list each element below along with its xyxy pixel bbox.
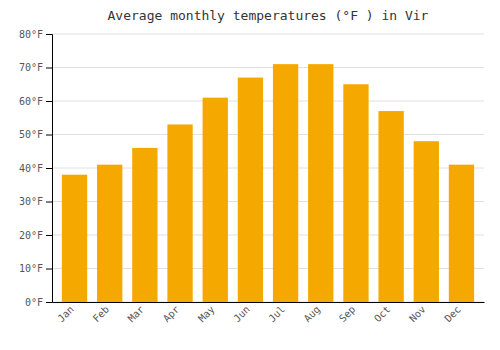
x-tick: Feb <box>91 304 112 325</box>
x-axis: Jan Feb Mar Apr May Jun Jul Aug Sep Oct Nov Dec <box>53 303 485 325</box>
bar <box>449 165 474 302</box>
bar <box>414 141 439 302</box>
y-tick-label: 70°F <box>19 62 43 73</box>
y-tick-label: 40°F <box>19 163 43 174</box>
x-tick: Mar <box>126 304 147 325</box>
y-tick-label: 80°F <box>19 29 43 40</box>
y-tick: 60°F <box>19 96 52 107</box>
bar <box>308 64 333 302</box>
x-tick: Jan <box>55 304 76 325</box>
y-tick-mark <box>46 202 52 203</box>
y-tick-mark <box>46 135 52 136</box>
y-tick-mark <box>46 269 52 270</box>
grid-line <box>52 67 484 68</box>
bar <box>378 111 403 302</box>
bar <box>62 175 87 302</box>
grid-line <box>52 134 484 135</box>
x-tick: Jul <box>266 304 287 325</box>
x-tick-label: Mar <box>126 304 147 325</box>
grid <box>52 34 484 302</box>
x-tick-label: Aug <box>302 304 323 325</box>
x-tick: Jun <box>231 304 252 325</box>
x-tick-label: Feb <box>91 304 112 325</box>
grid-line <box>52 34 484 35</box>
y-tick-label: 20°F <box>19 230 43 241</box>
x-tick-label: Oct <box>372 304 393 325</box>
y-tick-label: 30°F <box>19 196 43 207</box>
x-tick: Dec <box>442 304 463 325</box>
x-tick: Sep <box>337 304 358 325</box>
y-tick-label: 10°F <box>19 263 43 274</box>
x-tick-label: Jul <box>266 304 287 325</box>
x-tick-label: Jun <box>231 304 252 325</box>
bar <box>238 78 263 302</box>
y-tick-label: 50°F <box>19 129 43 140</box>
bar <box>273 64 298 302</box>
plot-area: 0°F 10°F 20°F 30°F 40°F 50°F 60°F 70°F 80°F Jan Fe… <box>19 29 485 324</box>
y-tick: 80°F <box>19 29 52 40</box>
y-tick-mark <box>46 34 52 35</box>
y-tick-mark <box>46 68 52 69</box>
x-tick: Oct <box>372 304 393 325</box>
y-tick-label: 0°F <box>25 297 43 308</box>
y-axis-line <box>46 35 53 303</box>
y-tick: 10°F <box>19 263 52 274</box>
y-axis: 0°F 10°F 20°F 30°F 40°F 50°F 60°F 70°F 80°F <box>19 29 53 308</box>
y-tick-mark <box>46 235 52 236</box>
bar <box>343 84 368 302</box>
x-tick-label: Sep <box>337 304 358 325</box>
title: Average monthly temperatures (°F ) in Vi… <box>108 8 429 23</box>
y-tick: 50°F <box>19 129 52 140</box>
x-tick: Nov <box>407 304 428 325</box>
y-tick: 70°F <box>19 62 52 73</box>
x-tick-label: Apr <box>161 304 182 325</box>
x-tick-label: May <box>196 304 217 325</box>
y-tick: 20°F <box>19 230 52 241</box>
bars <box>62 64 474 302</box>
x-tick: Apr <box>161 304 182 325</box>
bar <box>203 98 228 302</box>
bar <box>132 148 157 302</box>
x-tick: Aug <box>302 304 323 325</box>
bar <box>97 165 122 302</box>
x-tick-label: Nov <box>407 304 428 325</box>
y-tick: 0°F <box>25 297 52 308</box>
bar <box>167 124 192 302</box>
y-tick-mark <box>46 168 52 169</box>
y-tick-label: 60°F <box>19 96 43 107</box>
y-tick-mark <box>46 101 52 102</box>
y-tick: 40°F <box>19 163 52 174</box>
x-tick-label: Jan <box>55 304 76 325</box>
grid-line <box>52 101 484 102</box>
x-tick: May <box>196 304 217 325</box>
y-tick: 30°F <box>19 196 52 207</box>
x-axis-line <box>53 302 485 303</box>
chart: 0°F 10°F 20°F 30°F 40°F 50°F 60°F 70°F 80°F Jan Fe… <box>0 0 500 350</box>
y-tick-mark <box>46 302 52 303</box>
x-tick-label: Dec <box>442 304 463 325</box>
